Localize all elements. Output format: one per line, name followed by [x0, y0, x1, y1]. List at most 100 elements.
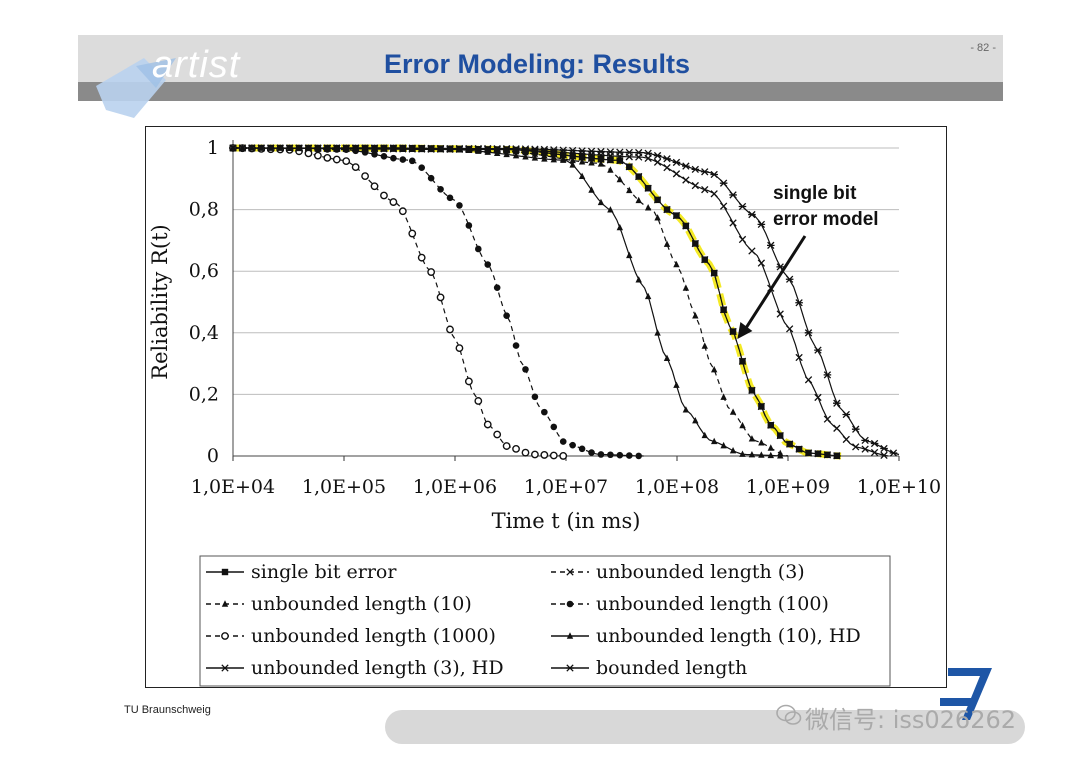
- data-point: [691, 165, 700, 174]
- data-point: [785, 275, 794, 283]
- data-point: [568, 146, 577, 155]
- x-axis-title: Time t (in ms): [492, 509, 641, 533]
- data-point: [549, 146, 558, 154]
- data-point: [663, 155, 671, 163]
- data-point: [616, 223, 624, 231]
- data-point: [221, 632, 229, 640]
- data-point: [748, 386, 756, 395]
- data-point: [729, 327, 737, 336]
- data-point: [465, 222, 473, 229]
- data-point: [719, 179, 728, 187]
- data-point: [842, 435, 850, 444]
- data-point: [399, 144, 407, 153]
- data-point: [663, 240, 671, 247]
- data-point: [672, 170, 681, 178]
- data-point: [493, 149, 501, 156]
- series-4: [229, 144, 568, 460]
- x-tick-label: 1,0E+08: [635, 476, 719, 498]
- data-point: [295, 144, 303, 152]
- data-point: [464, 377, 473, 386]
- data-point: [276, 144, 284, 152]
- data-point: [644, 292, 652, 300]
- data-point: [408, 144, 417, 153]
- series-highlight: [233, 144, 842, 460]
- data-point: [804, 376, 813, 384]
- data-point: [880, 444, 888, 453]
- data-point: [323, 144, 332, 152]
- data-point: [521, 146, 530, 154]
- data-point: [512, 151, 520, 159]
- data-point: [625, 163, 633, 171]
- data-point: [408, 229, 417, 238]
- data-point: [531, 393, 539, 401]
- data-point: [550, 423, 558, 431]
- data-point: [512, 342, 520, 349]
- data-point: [748, 450, 756, 458]
- data-point: [701, 431, 708, 439]
- data-point: [851, 425, 860, 433]
- data-point: [531, 154, 539, 161]
- legend-label: unbounded length (10), HD: [596, 625, 861, 647]
- data-point: [710, 190, 718, 198]
- data-point: [408, 157, 416, 165]
- data-point: [644, 204, 652, 211]
- data-point: [578, 147, 586, 155]
- data-point: [484, 261, 492, 268]
- data-point: [710, 269, 718, 277]
- data-point: [625, 148, 634, 157]
- data-point: [521, 448, 530, 457]
- data-point: [371, 151, 378, 158]
- data-point: [710, 437, 718, 445]
- data-point: [729, 408, 737, 415]
- x-tick-label: 1,0E+04: [191, 476, 275, 498]
- data-point: [719, 202, 728, 210]
- data-point: [701, 256, 709, 264]
- data-point: [436, 293, 445, 302]
- data-point: [398, 207, 407, 216]
- legend-label: single bit error: [251, 561, 397, 583]
- data-point: [635, 172, 643, 181]
- data-point: [616, 148, 624, 156]
- data-point: [389, 198, 398, 206]
- data-point: [777, 452, 784, 459]
- footer-bar: [385, 710, 1025, 744]
- data-point: [635, 452, 643, 460]
- data-point: [767, 421, 775, 429]
- data-point: [644, 149, 652, 157]
- data-point: [238, 144, 247, 152]
- data-point: [540, 145, 549, 154]
- data-point: [248, 144, 256, 152]
- data-point: [758, 451, 765, 458]
- data-point: [427, 174, 435, 182]
- data-point: [540, 451, 549, 459]
- data-point: [739, 421, 746, 429]
- data-point: [767, 451, 774, 459]
- data-point: [634, 148, 643, 157]
- data-point: [522, 153, 529, 160]
- data-point: [455, 144, 464, 153]
- data-point: [569, 152, 577, 160]
- data-point: [351, 163, 360, 172]
- data-point: [578, 172, 586, 179]
- data-point: [625, 452, 633, 459]
- data-point: [653, 158, 662, 166]
- data-point: [512, 147, 520, 155]
- data-point: [380, 144, 388, 153]
- data-point: [522, 148, 529, 156]
- data-point: [569, 156, 576, 164]
- slide-header-stripe: [78, 82, 1003, 101]
- data-point: [512, 146, 520, 154]
- legend-item: unbounded length (3), HD: [206, 657, 504, 679]
- data-point: [502, 442, 511, 450]
- data-point: [672, 211, 681, 220]
- data-point: [889, 449, 898, 457]
- data-point: [389, 144, 398, 153]
- data-point: [719, 306, 728, 314]
- reliability-chart: 0 0,2 0,4 0,6 0,8 1 1,0E+04 1,0E+05 1,0E+06 1,0E+…: [148, 137, 941, 687]
- data-point: [503, 147, 510, 154]
- data-point: [229, 144, 237, 152]
- series-3: [229, 144, 644, 460]
- data-point: [635, 276, 642, 283]
- artist-logo-text: artist: [152, 44, 241, 86]
- fp7-logo-icon: [940, 668, 992, 720]
